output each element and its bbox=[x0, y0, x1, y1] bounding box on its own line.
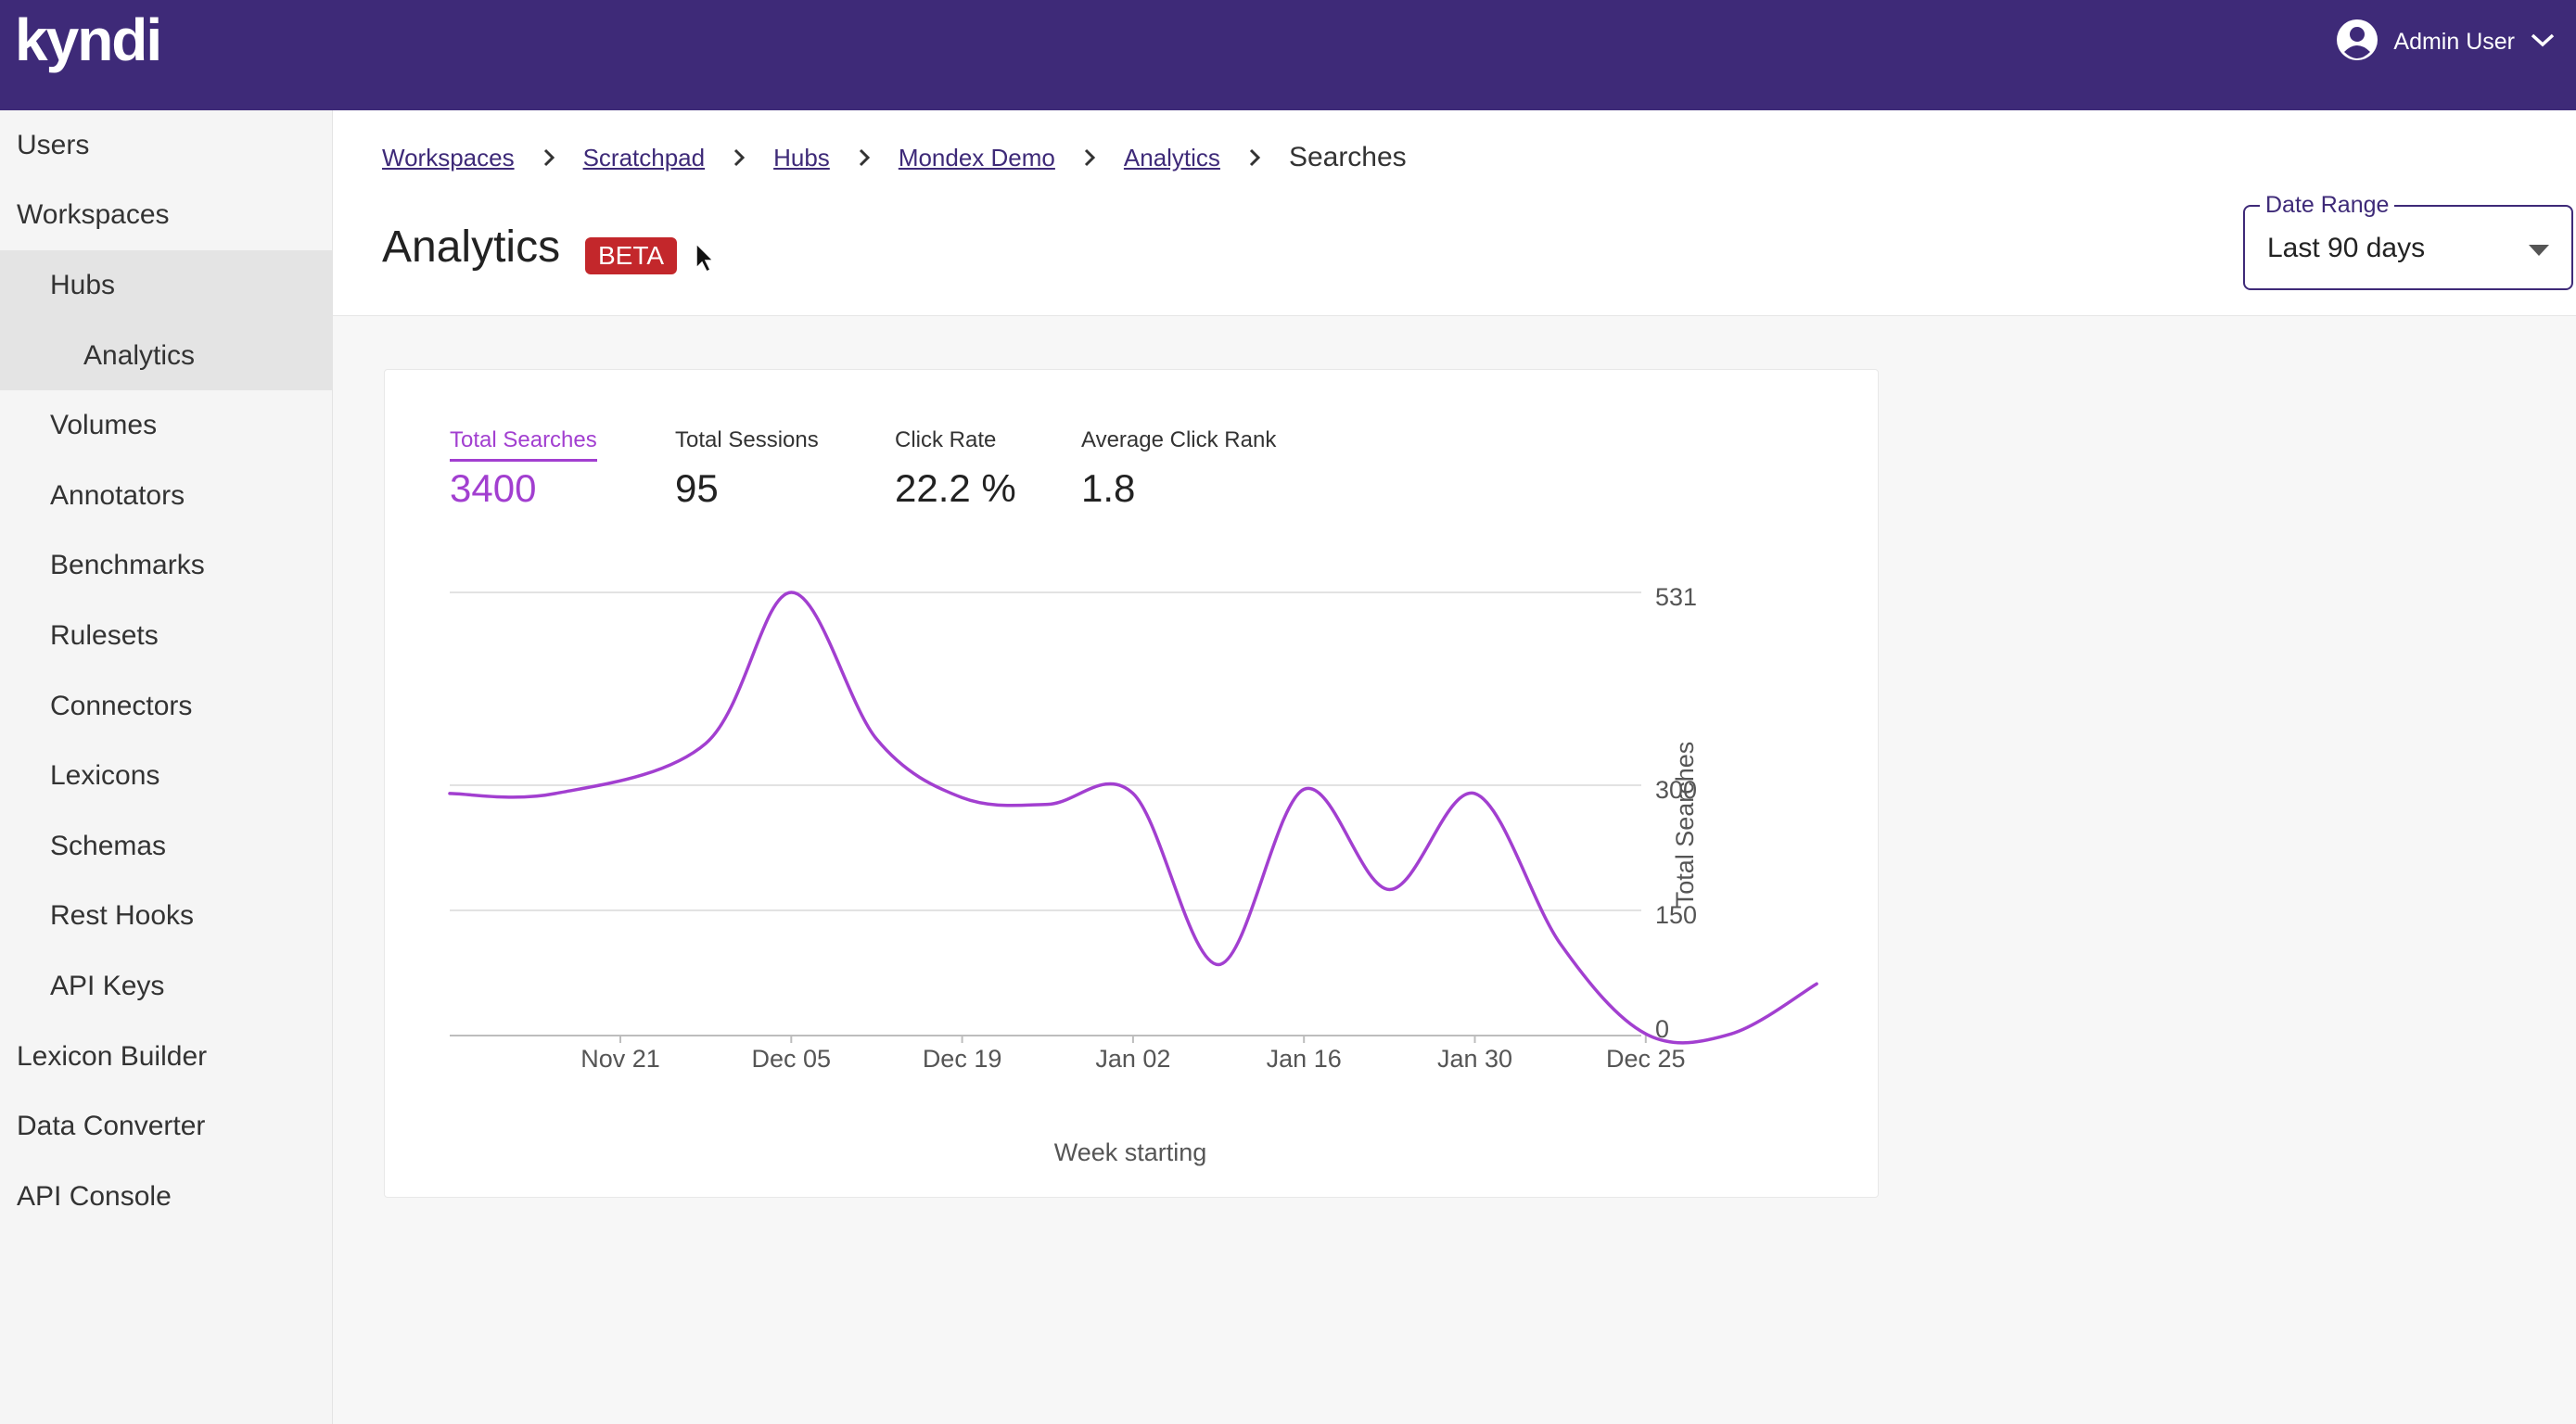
date-range-label: Date Range bbox=[2260, 192, 2395, 219]
breadcrumb: Workspaces Scratchpad Hubs Mondex Demo A… bbox=[382, 134, 1407, 181]
sidebar-item-annotators[interactable]: Annotators bbox=[50, 479, 185, 511]
metric-total-sessions[interactable]: Total Sessions 95 bbox=[675, 427, 819, 511]
breadcrumb-hubs[interactable]: Hubs bbox=[773, 143, 830, 172]
breadcrumb-analytics[interactable]: Analytics bbox=[1123, 143, 1220, 172]
x-tick-label: Dec 05 bbox=[752, 1045, 832, 1073]
sidebar: Users Workspaces Hubs Analytics Volumes … bbox=[0, 110, 333, 1424]
metric-value: 3400 bbox=[450, 466, 537, 510]
breadcrumb-workspaces[interactable]: Workspaces bbox=[382, 143, 515, 172]
x-tick-label: Jan 16 bbox=[1267, 1045, 1342, 1073]
metric-total-searches[interactable]: Total Searches 3400 bbox=[450, 427, 597, 511]
metric-average-click-rank[interactable]: Average Click Rank 1.8 bbox=[1081, 427, 1276, 511]
x-tick-label: Dec 25 bbox=[1606, 1045, 1686, 1073]
y-axis: 531 300 150 0 bbox=[1655, 583, 1697, 1043]
top-bar: kyndi Admin User bbox=[0, 0, 2576, 110]
x-tick-label: Jan 02 bbox=[1095, 1045, 1170, 1073]
metric-label: Click Rate bbox=[895, 427, 997, 452]
metric-click-rate[interactable]: Click Rate 22.2 % bbox=[895, 427, 1016, 511]
sidebar-item-workspaces[interactable]: Workspaces bbox=[17, 199, 170, 231]
analytics-card: Total Searches 3400 Total Sessions 95 Cl… bbox=[384, 369, 1879, 1198]
chevron-right-icon bbox=[733, 147, 746, 168]
chevron-right-icon bbox=[1248, 147, 1261, 168]
searches-line-chart: 531 300 150 0 Nov 21 Dec 05 Dec 19 Jan 02 Jan 1… bbox=[448, 583, 1818, 1166]
x-axis: Nov 21 Dec 05 Dec 19 Jan 02 Jan 16 Jan 30 Dec … bbox=[580, 1036, 1686, 1073]
breadcrumb-scratchpad[interactable]: Scratchpad bbox=[582, 143, 706, 172]
y-axis-label: Total Searches bbox=[1671, 742, 1699, 908]
chevron-right-icon bbox=[858, 147, 871, 168]
sidebar-item-api-keys[interactable]: API Keys bbox=[50, 970, 165, 1001]
kyndi-logo[interactable]: kyndi bbox=[15, 6, 162, 73]
metric-label: Total Sessions bbox=[675, 427, 819, 452]
chart-gridlines bbox=[450, 591, 1641, 1036]
sidebar-item-api-console[interactable]: API Console bbox=[17, 1180, 172, 1212]
sidebar-item-analytics[interactable]: Analytics bbox=[0, 320, 332, 391]
x-tick-label: Jan 30 bbox=[1437, 1045, 1512, 1073]
user-menu[interactable]: Admin User bbox=[2336, 19, 2556, 66]
sidebar-item-lexicon-builder[interactable]: Lexicon Builder bbox=[17, 1040, 208, 1072]
metric-value: 1.8 bbox=[1081, 466, 1136, 510]
x-tick-label: Dec 19 bbox=[923, 1045, 1002, 1073]
y-tick-label: 150 bbox=[1655, 901, 1697, 929]
chevron-right-icon bbox=[542, 147, 555, 168]
sidebar-item-rest-hooks[interactable]: Rest Hooks bbox=[50, 900, 195, 932]
sidebar-item-schemas[interactable]: Schemas bbox=[50, 830, 167, 861]
metric-value: 95 bbox=[675, 466, 719, 510]
y-tick-label: 300 bbox=[1655, 776, 1697, 804]
sidebar-item-lexicons[interactable]: Lexicons bbox=[50, 760, 160, 792]
y-tick-label: 531 bbox=[1655, 583, 1697, 611]
sidebar-item-data-converter[interactable]: Data Converter bbox=[17, 1111, 206, 1142]
metric-label: Average Click Rank bbox=[1081, 427, 1277, 452]
x-tick-label: Nov 21 bbox=[580, 1045, 660, 1073]
breadcrumb-mondex-demo[interactable]: Mondex Demo bbox=[898, 143, 1055, 172]
sidebar-item-volumes[interactable]: Volumes bbox=[50, 410, 158, 441]
date-range-select[interactable]: Date Range Last 90 days bbox=[2243, 192, 2573, 290]
breadcrumb-current: Searches bbox=[1288, 142, 1407, 172]
x-axis-label: Week starting bbox=[1054, 1138, 1207, 1166]
main-content: Workspaces Scratchpad Hubs Mondex Demo A… bbox=[333, 110, 2576, 1424]
chevron-down-icon[interactable] bbox=[2530, 31, 2556, 54]
y-tick-label: 0 bbox=[1655, 1015, 1669, 1043]
metric-value: 22.2 % bbox=[895, 466, 1016, 510]
sidebar-item-connectors[interactable]: Connectors bbox=[50, 690, 193, 721]
sidebar-item-users[interactable]: Users bbox=[17, 129, 90, 160]
sidebar-item-benchmarks[interactable]: Benchmarks bbox=[50, 550, 205, 581]
active-tab-indicator bbox=[450, 459, 597, 462]
chevron-right-icon bbox=[1083, 147, 1096, 168]
user-name: Admin User bbox=[2393, 28, 2515, 55]
account-circle-icon bbox=[2336, 19, 2378, 66]
sidebar-item-hubs[interactable]: Hubs bbox=[0, 250, 332, 321]
mouse-pointer-icon bbox=[695, 242, 715, 278]
page-header: Workspaces Scratchpad Hubs Mondex Demo A… bbox=[333, 110, 2576, 316]
metric-label: Total Searches bbox=[450, 427, 597, 462]
series-line-total-searches bbox=[448, 591, 1818, 1045]
sidebar-item-rulesets[interactable]: Rulesets bbox=[50, 619, 159, 651]
page-title: Analytics bbox=[382, 222, 561, 272]
date-range-value: Last 90 days bbox=[2267, 233, 2426, 263]
beta-badge: BETA bbox=[585, 237, 678, 274]
caret-down-icon[interactable] bbox=[2529, 244, 2549, 261]
